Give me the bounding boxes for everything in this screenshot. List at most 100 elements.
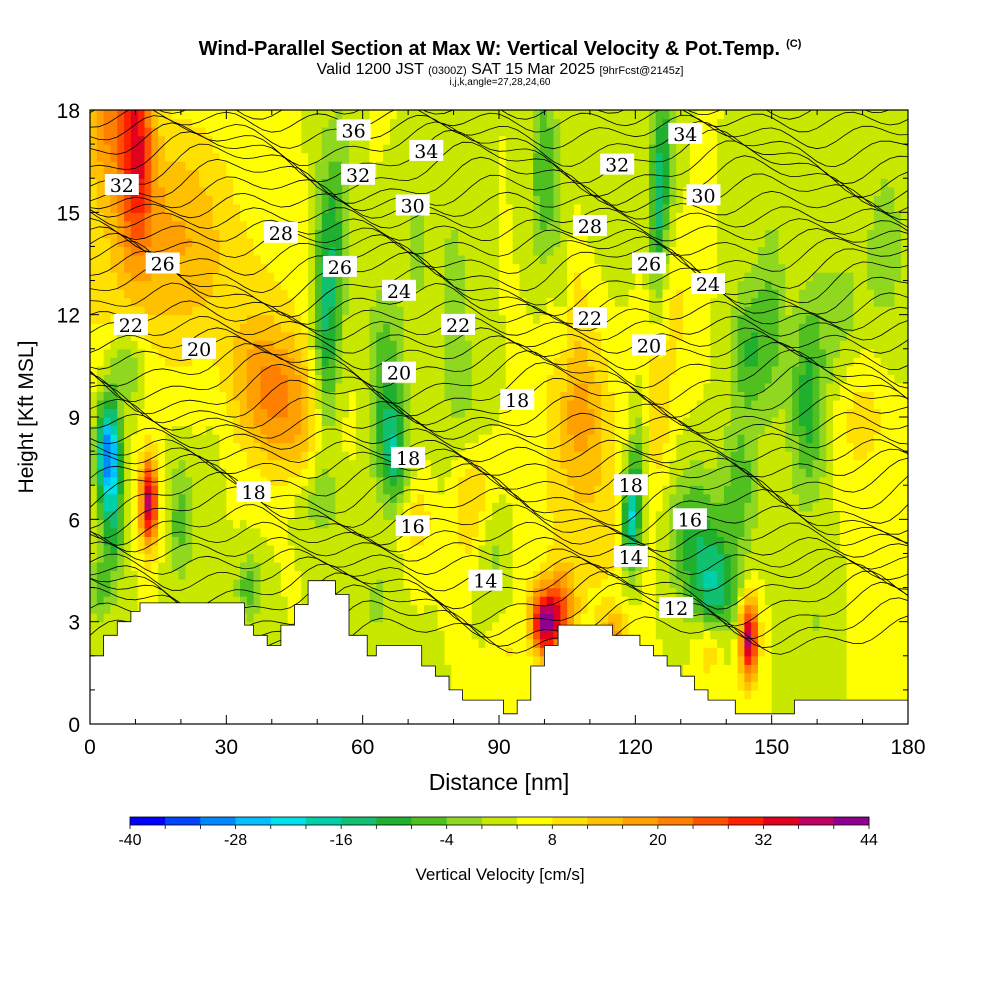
velocity-cell bbox=[164, 468, 173, 478]
velocity-cell bbox=[519, 374, 527, 384]
velocity-cell bbox=[301, 374, 309, 384]
velocity-cell bbox=[239, 408, 248, 418]
velocity-cell bbox=[505, 357, 514, 367]
velocity-cell bbox=[492, 485, 500, 495]
velocity-cell bbox=[110, 613, 118, 623]
velocity-cell bbox=[185, 297, 193, 307]
velocity-cell bbox=[164, 536, 173, 546]
velocity-cell bbox=[178, 459, 187, 469]
velocity-cell bbox=[239, 519, 248, 529]
velocity-cell bbox=[376, 544, 384, 555]
velocity-cell bbox=[492, 613, 500, 623]
velocity-cell bbox=[492, 417, 500, 427]
velocity-cell bbox=[533, 195, 541, 205]
velocity-cell bbox=[424, 451, 432, 461]
velocity-cell bbox=[355, 442, 364, 452]
velocity-cell bbox=[178, 272, 187, 282]
velocity-cell bbox=[144, 186, 152, 196]
velocity-cell bbox=[485, 152, 493, 162]
velocity-cell bbox=[444, 527, 452, 537]
velocity-cell bbox=[96, 229, 105, 239]
velocity-cell bbox=[199, 579, 207, 589]
velocity-cell bbox=[533, 579, 541, 589]
velocity-cell bbox=[355, 408, 364, 418]
velocity-cell bbox=[464, 229, 473, 239]
velocity-cell bbox=[267, 527, 275, 537]
velocity-cell bbox=[260, 502, 268, 512]
velocity-cell bbox=[376, 263, 384, 273]
velocity-cell bbox=[96, 425, 105, 435]
velocity-cell bbox=[417, 374, 425, 384]
velocity-cell bbox=[451, 638, 459, 648]
velocity-cell bbox=[274, 314, 282, 324]
velocity-cell bbox=[96, 468, 105, 478]
velocity-cell bbox=[458, 203, 466, 213]
velocity-cell bbox=[505, 596, 514, 606]
velocity-cell bbox=[137, 391, 146, 401]
velocity-cell bbox=[260, 391, 268, 401]
velocity-cell bbox=[117, 340, 125, 350]
velocity-cell bbox=[239, 348, 248, 358]
velocity-cell bbox=[321, 280, 330, 290]
velocity-cell bbox=[117, 553, 125, 563]
velocity-cell bbox=[301, 459, 309, 469]
velocity-cell bbox=[512, 306, 521, 316]
velocity-cell bbox=[464, 425, 473, 435]
velocity-cell bbox=[355, 553, 364, 563]
velocity-cell bbox=[458, 365, 466, 375]
velocity-cell bbox=[451, 306, 459, 316]
velocity-cell bbox=[164, 297, 173, 307]
velocity-cell bbox=[471, 229, 480, 239]
velocity-cell bbox=[533, 110, 541, 120]
velocity-cell bbox=[178, 195, 187, 205]
velocity-cell bbox=[546, 203, 555, 213]
velocity-cell bbox=[383, 417, 391, 427]
velocity-cell bbox=[287, 536, 296, 546]
velocity-cell bbox=[505, 613, 514, 623]
velocity-cell bbox=[137, 374, 146, 384]
velocity-cell bbox=[492, 229, 500, 239]
velocity-cell bbox=[451, 630, 459, 640]
velocity-cell bbox=[389, 178, 398, 188]
velocity-cell bbox=[199, 468, 207, 478]
velocity-cell bbox=[328, 331, 336, 341]
velocity-cell bbox=[321, 485, 330, 495]
velocity-cell bbox=[349, 596, 357, 606]
velocity-cell bbox=[314, 169, 323, 179]
velocity-cell bbox=[185, 178, 193, 188]
velocity-cell bbox=[362, 237, 371, 248]
velocity-cell bbox=[164, 451, 173, 461]
velocity-cell bbox=[294, 468, 302, 478]
velocity-cell bbox=[464, 237, 473, 248]
velocity-cell bbox=[424, 272, 432, 282]
velocity-cell bbox=[485, 118, 493, 128]
velocity-cell bbox=[553, 553, 561, 563]
velocity-cell bbox=[267, 178, 275, 188]
velocity-cell bbox=[437, 357, 446, 367]
velocity-cell bbox=[158, 195, 166, 205]
velocity-cell bbox=[301, 468, 309, 478]
velocity-cell bbox=[274, 331, 282, 341]
velocity-cell bbox=[308, 195, 316, 205]
velocity-cell bbox=[158, 323, 166, 333]
velocity-cell bbox=[246, 348, 255, 358]
velocity-cell bbox=[96, 442, 105, 452]
velocity-cell bbox=[458, 357, 466, 367]
velocity-cell bbox=[492, 348, 500, 358]
velocity-cell bbox=[260, 152, 268, 162]
velocity-cell bbox=[239, 314, 248, 324]
velocity-cell bbox=[103, 502, 112, 512]
velocity-cell bbox=[164, 357, 173, 367]
velocity-cell bbox=[539, 357, 548, 367]
velocity-cell bbox=[437, 237, 446, 248]
velocity-cell bbox=[424, 485, 432, 495]
velocity-cell bbox=[349, 621, 357, 631]
velocity-cell bbox=[274, 323, 282, 333]
velocity-cell bbox=[171, 306, 180, 316]
velocity-cell bbox=[314, 110, 323, 120]
velocity-cell bbox=[96, 178, 105, 188]
velocity-cell bbox=[192, 570, 200, 580]
velocity-cell bbox=[144, 451, 152, 461]
velocity-cell bbox=[328, 289, 336, 299]
velocity-cell bbox=[246, 323, 255, 333]
